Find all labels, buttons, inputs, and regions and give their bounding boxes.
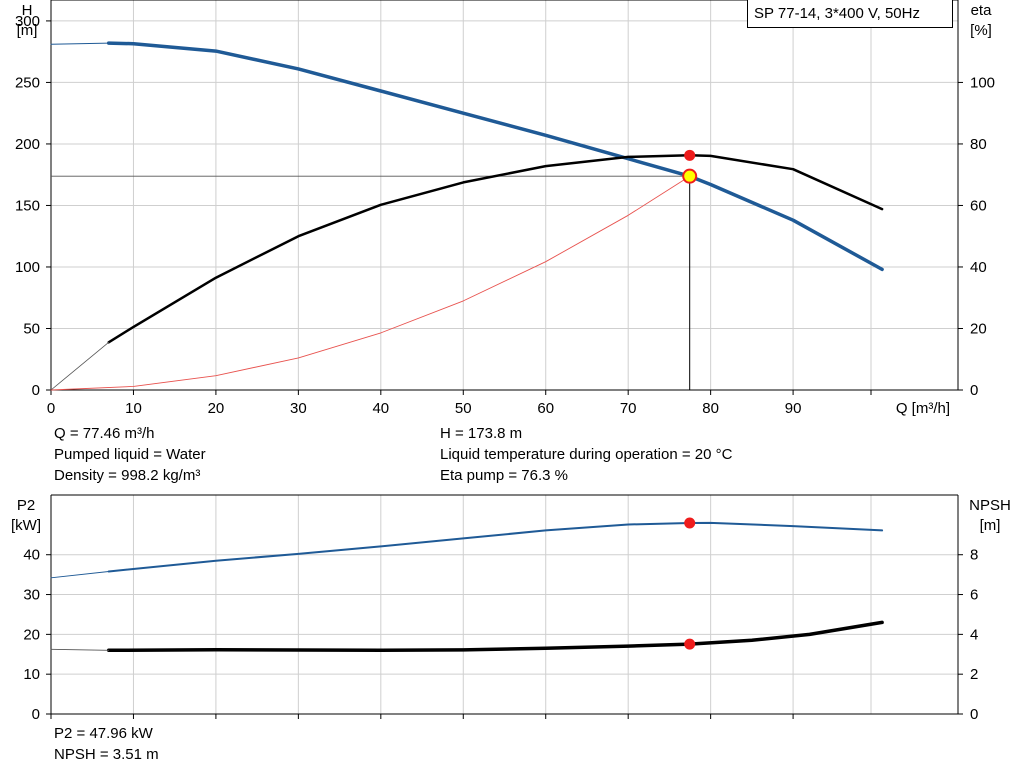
y-left-tick-label: 100 bbox=[15, 259, 40, 276]
info-flow: Q = 77.46 m³/h bbox=[54, 425, 155, 442]
y-left-axis-title: P2 bbox=[17, 497, 35, 514]
y-left-tick-label: 150 bbox=[15, 197, 40, 214]
x-axis-label: Q [m³/h] bbox=[896, 400, 950, 417]
y-right-tick-label: 40 bbox=[970, 259, 987, 276]
info-head: H = 173.8 m bbox=[440, 425, 523, 442]
y-left-tick-label: 250 bbox=[15, 74, 40, 91]
npsh-duty-point bbox=[684, 638, 696, 650]
y-left-tick-label: 10 bbox=[23, 666, 40, 683]
series-line-4 bbox=[50, 648, 110, 651]
series-line-5 bbox=[50, 175, 691, 391]
series-line-2 bbox=[50, 571, 110, 579]
y-right-tick-label: 100 bbox=[970, 74, 995, 91]
y-right-tick-label: 60 bbox=[970, 197, 987, 214]
x-tick-label: 0 bbox=[47, 400, 55, 417]
y-right-tick-label: 4 bbox=[970, 626, 978, 643]
y-right-axis-title: NPSH bbox=[969, 497, 1011, 514]
y-left-tick-label: 30 bbox=[23, 587, 40, 604]
y-left-axis-title: H bbox=[22, 2, 33, 19]
x-tick-label: 20 bbox=[208, 400, 225, 417]
series-line-3 bbox=[107, 154, 884, 344]
x-tick-label: 50 bbox=[455, 400, 472, 417]
y-left-tick-label: 20 bbox=[23, 626, 40, 643]
y-left-axis-unit: [m] bbox=[17, 22, 38, 39]
y-left-axis-unit: [kW] bbox=[11, 517, 41, 534]
chart-panel-2 bbox=[46, 494, 963, 719]
x-tick-label: 90 bbox=[785, 400, 802, 417]
info-liquid-temperature: Liquid temperature during operation = 20… bbox=[440, 446, 733, 463]
y-left-tick-label: 200 bbox=[15, 136, 40, 153]
info-density: Density = 998.2 kg/m³ bbox=[54, 467, 201, 484]
series-line-2 bbox=[50, 42, 110, 45]
info-power: P2 = 47.96 kW bbox=[54, 725, 153, 742]
y-left-tick-label: 300 bbox=[15, 13, 40, 30]
y-right-tick-label: 2 bbox=[970, 666, 978, 683]
y-right-tick-label: 0 bbox=[970, 706, 978, 723]
y-left-tick-label: 40 bbox=[23, 547, 40, 564]
y-right-tick-label: 80 bbox=[970, 136, 987, 153]
x-tick-label: 70 bbox=[620, 400, 637, 417]
y-right-tick-label: 20 bbox=[970, 320, 987, 337]
series-line-4 bbox=[50, 341, 110, 391]
y-right-tick-label: 6 bbox=[970, 587, 978, 604]
x-tick-label: 30 bbox=[290, 400, 307, 417]
x-tick-label: 40 bbox=[372, 400, 389, 417]
x-tick-label: 60 bbox=[537, 400, 554, 417]
x-tick-label: 80 bbox=[702, 400, 719, 417]
y-left-tick-label: 50 bbox=[23, 320, 40, 337]
y-left-tick-label: 0 bbox=[32, 382, 40, 399]
y-right-axis-unit: [m] bbox=[980, 517, 1001, 534]
y-right-axis-unit: [%] bbox=[970, 22, 992, 39]
chart-panel-1 bbox=[46, 0, 963, 395]
pump-model-label: SP 77-14, 3*400 V, 50Hz bbox=[754, 5, 920, 22]
series-line-1 bbox=[107, 521, 884, 573]
y-right-tick-label: 0 bbox=[970, 382, 978, 399]
y-left-tick-label: 0 bbox=[32, 706, 40, 723]
y-right-tick-label: 8 bbox=[970, 547, 978, 564]
series-line-3 bbox=[106, 620, 884, 653]
head-duty-point bbox=[682, 168, 698, 184]
y-right-axis-title: eta bbox=[971, 2, 993, 19]
eta-duty-point bbox=[684, 149, 696, 161]
x-tick-label: 10 bbox=[125, 400, 142, 417]
series-line-1 bbox=[106, 41, 884, 272]
pump-model-legend: SP 77-14, 3*400 V, 50Hz bbox=[747, 0, 953, 28]
info-pumped-liquid: Pumped liquid = Water bbox=[54, 446, 206, 463]
info-eta-pump: Eta pump = 76.3 % bbox=[440, 467, 568, 484]
info-npsh: NPSH = 3.51 m bbox=[54, 746, 159, 763]
power-duty-point bbox=[684, 517, 696, 529]
